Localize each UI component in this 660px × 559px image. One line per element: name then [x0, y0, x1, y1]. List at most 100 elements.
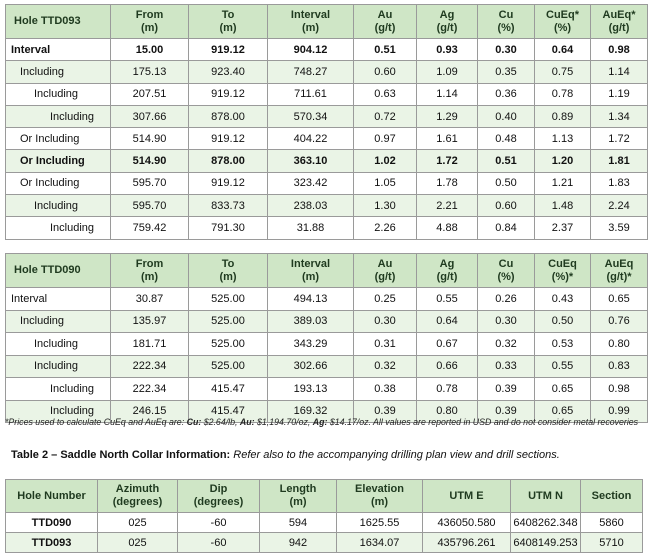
table-cell: 1634.07 — [336, 532, 423, 553]
table-row: Or Including 514.90 878.00 363.10 1.02 1.72 0.… — [5, 149, 648, 173]
table-cell: 1.09 — [416, 60, 478, 84]
table-cell: 919.12 — [188, 37, 268, 62]
row-label: Including — [5, 104, 111, 129]
column-header: Cu (%) — [477, 4, 535, 39]
table-cell: 0.67 — [416, 332, 478, 356]
row-label: TTD093 — [5, 532, 98, 553]
table-cell: 0.30 — [353, 309, 417, 333]
table-cell: 302.66 — [267, 354, 354, 378]
table-row: Including 246.15 415.47 169.32 0.39 0.80 0.39 0… — [5, 399, 648, 423]
table-cell: 514.90 — [110, 149, 189, 173]
row-label: Or Including — [5, 149, 111, 173]
table-cell: 514.90 — [110, 127, 189, 151]
table-cell: 4.88 — [416, 216, 478, 240]
table-cell: 570.34 — [267, 104, 354, 129]
column-header: UTM E — [422, 479, 511, 513]
table-cell: 222.34 — [110, 377, 189, 401]
column-header: Interval (m) — [267, 4, 354, 39]
table-cell: 0.89 — [534, 104, 591, 129]
table-cell: 15.00 — [110, 37, 189, 62]
table-cell: 1.34 — [590, 104, 648, 129]
ttd093-assay-table: Hole TTD093 From (m) To (m) Interval (m) Au (g/t… — [5, 4, 648, 240]
row-label: Including — [5, 216, 111, 240]
table-header-row: Hole TTD090 From (m) To (m) Interval (m) Au (g/t… — [5, 253, 648, 288]
table-cell: 0.55 — [416, 287, 478, 311]
row-label: Including — [5, 354, 111, 378]
table-cell: 0.51 — [477, 149, 535, 173]
table-row: Or Including 595.70 919.12 323.42 1.05 1.78 0.… — [5, 171, 648, 196]
table-cell: 942 — [259, 532, 337, 553]
table-cell: 307.66 — [110, 104, 189, 129]
table-cell: 1.72 — [416, 149, 478, 173]
table-cell: 2.21 — [416, 194, 478, 218]
table-cell: 0.30 — [477, 309, 535, 333]
table-cell: 1.14 — [590, 60, 648, 84]
table-cell: 1.83 — [590, 171, 648, 196]
table-cell: 1.05 — [353, 171, 417, 196]
table-row: Interval 15.00 919.12 904.12 0.51 0.93 0.30 0.6… — [5, 37, 648, 62]
table-cell: 0.38 — [353, 377, 417, 401]
table-cell: 878.00 — [188, 149, 268, 173]
table-cell: 1.02 — [353, 149, 417, 173]
table-cell: 0.64 — [534, 37, 591, 62]
table-row: Including 222.34 525.00 302.66 0.32 0.66 0.33 0… — [5, 354, 648, 378]
table-cell: 0.83 — [590, 354, 648, 378]
table-cell: 0.40 — [477, 104, 535, 129]
table-cell: 0.65 — [534, 399, 591, 423]
table-cell: 0.51 — [353, 37, 417, 62]
table-cell: 711.61 — [267, 82, 354, 106]
table-cell: 435796.261 — [422, 532, 511, 553]
column-header: CuEq* (%) — [534, 4, 591, 39]
table-cell: 1.72 — [590, 127, 648, 151]
table-cell: 5710 — [580, 532, 643, 553]
table-cell: 748.27 — [267, 60, 354, 84]
table-cell: 791.30 — [188, 216, 268, 240]
table-cell: 0.60 — [477, 194, 535, 218]
table-cell: 0.72 — [353, 104, 417, 129]
table-row: Including 175.13 923.40 748.27 0.60 1.09 0.35 0… — [5, 60, 648, 84]
table-cell: 919.12 — [188, 171, 268, 196]
table-row: Including 595.70 833.73 238.03 1.30 2.21 0.60 1… — [5, 194, 648, 218]
table-cell: 389.03 — [267, 309, 354, 333]
row-label: Or Including — [5, 127, 111, 151]
footnote-ag-value: $14.17/oz. All values are reported in US… — [327, 417, 639, 427]
table-cell: -60 — [177, 512, 260, 533]
table-cell: 0.39 — [477, 377, 535, 401]
table-row: Including 222.34 415.47 193.13 0.38 0.78 0.39 0… — [5, 377, 648, 401]
table-row: Including 307.66 878.00 570.34 0.72 1.29 0.40 0… — [5, 104, 648, 129]
column-header: CuEq (%)* — [534, 253, 591, 288]
column-header: Ag (g/t) — [416, 253, 478, 288]
table-cell: 494.13 — [267, 287, 354, 311]
row-label: Including — [5, 60, 111, 84]
table-cell: 1.61 — [416, 127, 478, 151]
table-cell: 0.39 — [477, 399, 535, 423]
table-cell: 1.29 — [416, 104, 478, 129]
table-cell: 1.30 — [353, 194, 417, 218]
table-cell: 363.10 — [267, 149, 354, 173]
table-cell: 525.00 — [188, 309, 268, 333]
table-cell: 923.40 — [188, 60, 268, 84]
column-header: Length (m) — [259, 479, 337, 513]
ttd090-assay-table: Hole TTD090 From (m) To (m) Interval (m) Au (g/t… — [5, 253, 648, 423]
table-cell: 0.80 — [416, 399, 478, 423]
column-header: AuEq (g/t)* — [590, 253, 648, 288]
table-cell: 2.26 — [353, 216, 417, 240]
table-cell: 0.53 — [534, 332, 591, 356]
table-row: Interval 30.87 525.00 494.13 0.25 0.55 0.26 0.4… — [5, 287, 648, 311]
table-cell: 0.32 — [353, 354, 417, 378]
row-label: Including — [5, 377, 111, 401]
table-cell: 904.12 — [267, 37, 354, 62]
table-cell: 0.32 — [477, 332, 535, 356]
table-cell: 30.87 — [110, 287, 189, 311]
table-header-row: Hole Number Azimuth (degrees) Dip (degrees) L… — [5, 479, 643, 513]
caption-title: Table 2 – Saddle North Collar Informatio… — [11, 449, 231, 461]
column-header: Elevation (m) — [336, 479, 423, 513]
table-cell: 0.36 — [477, 82, 535, 106]
table-cell: 0.50 — [534, 309, 591, 333]
table-cell: 0.26 — [477, 287, 535, 311]
table-cell: 1.81 — [590, 149, 648, 173]
row-label: Including — [5, 82, 111, 106]
table-cell: 6408149.253 — [510, 532, 581, 553]
column-header: Hole Number — [5, 479, 98, 513]
table-cell: 1625.55 — [336, 512, 423, 533]
